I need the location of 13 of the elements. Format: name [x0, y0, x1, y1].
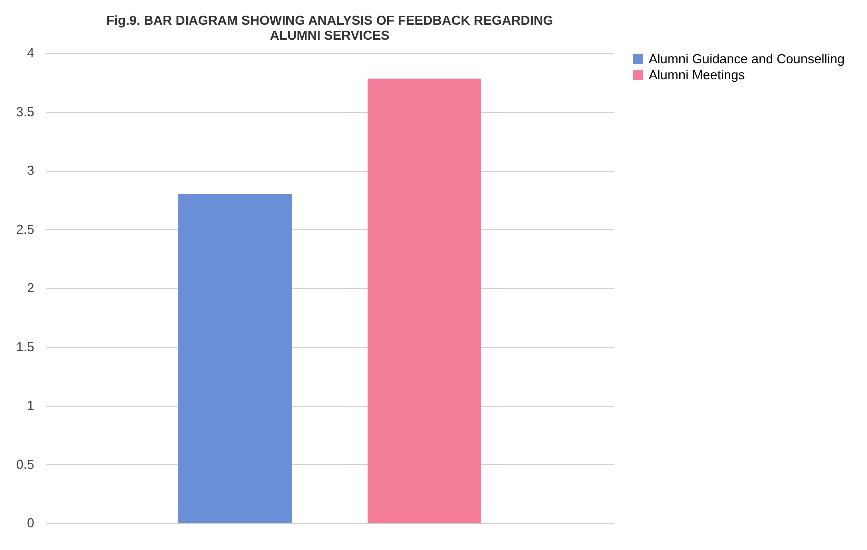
- y-tick-label: 1.5: [16, 339, 34, 354]
- text: ALUMNI SERVICES: [270, 28, 390, 43]
- legend-label: Alumni Guidance and Counselling: [649, 52, 845, 66]
- text: Fig.9. BAR DIAGRAM SHOWING ANALYSIS OF FEEDBACK REGARDING: [106, 13, 554, 28]
- y-tick-label: 0.5: [16, 456, 34, 472]
- y-tick-label: 3.5: [16, 104, 34, 120]
- legend-label: Alumni Meetings: [649, 68, 746, 82]
- y-tick-label: 3: [27, 163, 34, 178]
- y-tick-label: 0: [27, 516, 34, 530]
- y-tick-label: 4: [27, 46, 34, 60]
- y-tick-label: 2: [27, 280, 34, 296]
- y-tick-label: 1: [27, 398, 34, 413]
- y-tick-label: 2.5: [16, 222, 34, 237]
